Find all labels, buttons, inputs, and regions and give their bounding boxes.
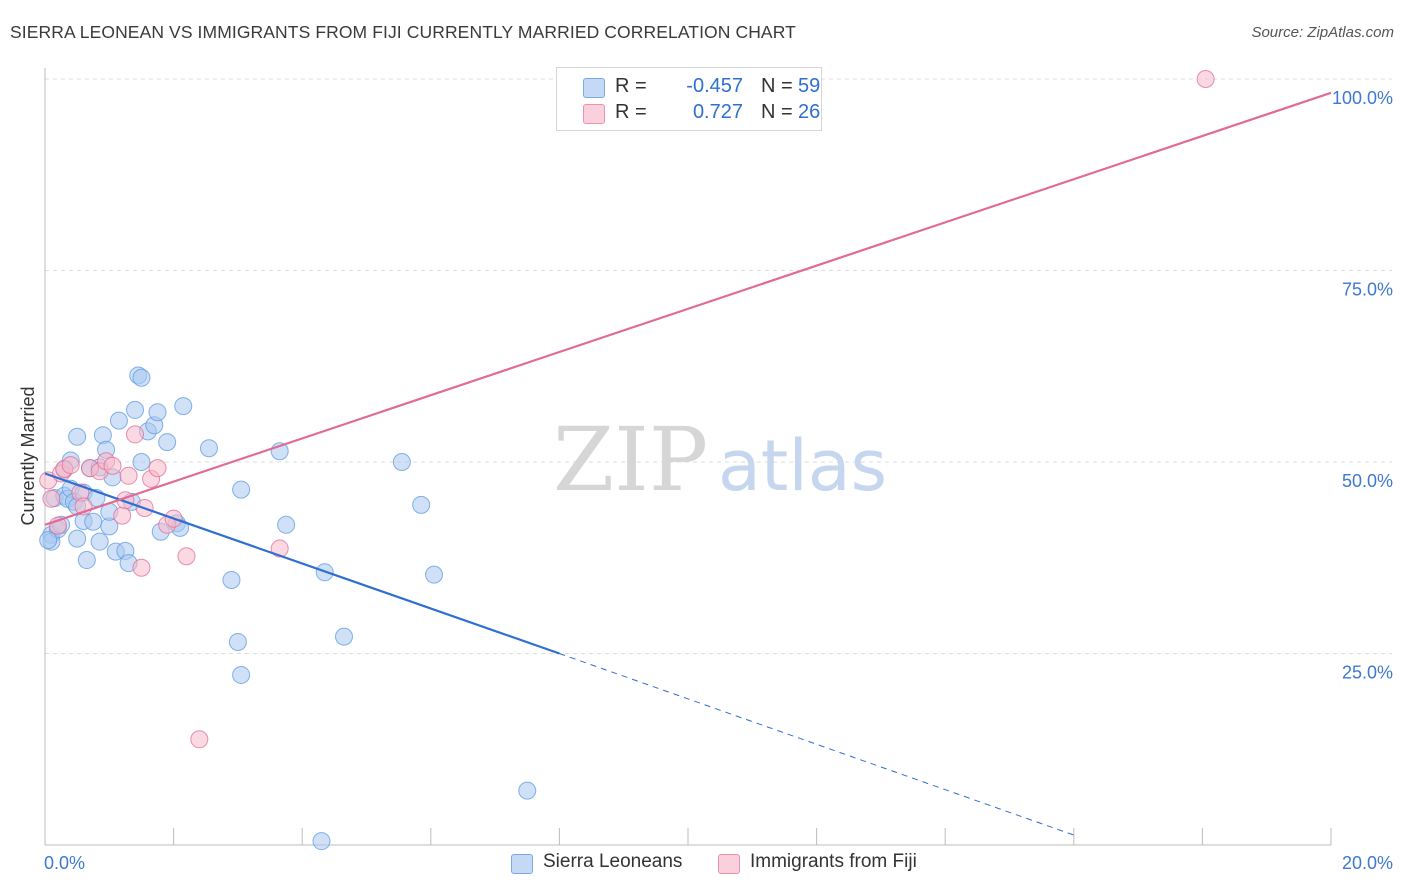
- sierra-leonean-point: [334, 627, 353, 646]
- fiji-trendline: [44, 91, 1332, 526]
- fiji-point: [126, 425, 145, 444]
- sierra-leonean-point: [93, 426, 112, 445]
- fiji-point: [270, 539, 289, 558]
- sierra-leonean-trendline: [44, 472, 560, 655]
- sierra-leonean-point: [392, 453, 411, 471]
- sierra-leonean-point: [39, 531, 58, 550]
- fiji-point: [177, 547, 196, 566]
- legend-r-label: R =: [615, 101, 647, 123]
- sierra-leonean-point: [312, 832, 331, 851]
- fiji-point: [113, 506, 132, 525]
- legend-swatch-blue: [583, 78, 605, 98]
- sierra-leonean-point: [518, 781, 537, 800]
- legend-n-value: 59: [798, 75, 821, 97]
- fiji-point: [1196, 70, 1215, 88]
- source-label: Source: ZipAtlas.com: [1251, 24, 1394, 41]
- y-tick-label: 75.0%: [1342, 280, 1393, 300]
- legend-n-label: N =: [761, 101, 793, 123]
- sierra-leonean-point: [132, 453, 151, 471]
- fiji-point: [103, 456, 122, 475]
- legend-r-label: R =: [615, 75, 647, 97]
- y-tick-label: 25.0%: [1342, 663, 1393, 683]
- sierra-leonean-point: [132, 368, 151, 387]
- watermark: ZIP atlas: [553, 408, 887, 511]
- sierra-leonean-point: [232, 480, 251, 499]
- fiji-point: [190, 730, 209, 749]
- watermark-zip: ZIP: [553, 408, 708, 511]
- fiji-point: [148, 459, 167, 478]
- sierra-leonean-point: [277, 515, 296, 534]
- y-tick-label: 100.0%: [1332, 88, 1393, 108]
- legend-n-value: 26: [798, 101, 821, 123]
- sierra-leonean-point: [425, 565, 444, 584]
- sierra-leonean-point: [109, 411, 128, 430]
- bottom-legend-label: Immigrants from Fiji: [750, 851, 917, 872]
- sierra-leonean-point: [232, 665, 251, 684]
- sierra-leonean-point: [228, 633, 247, 652]
- legend-r-value: 0.727: [692, 101, 743, 123]
- sierra-leonean-point: [84, 512, 103, 531]
- watermark-atlas: atlas: [718, 425, 887, 507]
- bottom-legend-swatch-pink: [718, 854, 740, 874]
- sierra-leonean-point: [412, 495, 431, 514]
- sierra-leonean-point: [126, 400, 145, 419]
- sierra-leonean-point: [199, 439, 218, 458]
- sierra-leonean-point: [68, 427, 87, 446]
- x-tick-label: 0.0%: [44, 853, 85, 873]
- correlation-legend: R = -0.457 N = 59 R = 0.727 N = 26: [556, 67, 822, 131]
- sierra-leonean-point: [68, 529, 87, 548]
- sierra-leonean-point: [222, 570, 241, 589]
- sierra-leonean-point: [77, 551, 96, 570]
- sierra-leonean-point: [158, 433, 177, 452]
- sierra-leonean-trendline-extension: [559, 653, 1074, 836]
- x-tick-label: 20.0%: [1342, 853, 1393, 873]
- y-tick-label: 50.0%: [1342, 471, 1393, 491]
- sierra-leonean-point: [90, 532, 109, 551]
- bottom-legend-label: Sierra Leoneans: [543, 851, 683, 872]
- bottom-legend-swatch-blue: [511, 854, 533, 874]
- fiji-point: [42, 489, 61, 508]
- fiji-point: [132, 558, 151, 577]
- fiji-point: [119, 466, 138, 485]
- y-axis-label: Currently Married: [18, 386, 38, 525]
- legend-swatch-pink: [583, 104, 605, 124]
- chart-title: SIERRA LEONEAN VS IMMIGRANTS FROM FIJI C…: [10, 22, 796, 42]
- sierra-leonean-point: [174, 397, 193, 416]
- sierra-leonean-point: [148, 403, 167, 422]
- legend-n-label: N =: [761, 75, 793, 97]
- legend-r-value: -0.457: [686, 75, 743, 97]
- fiji-point: [61, 456, 80, 475]
